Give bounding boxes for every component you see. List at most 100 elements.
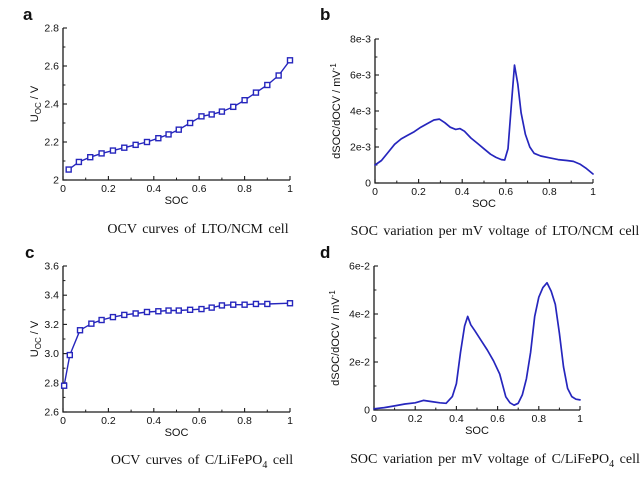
x-tick-label: 0	[371, 413, 377, 425]
x-tick-label: 0.4	[455, 186, 470, 198]
y-tick-label: 6e-2	[349, 261, 370, 273]
data-point-marker	[186, 119, 194, 127]
data-curve	[373, 281, 581, 410]
data-point-marker	[121, 311, 128, 319]
x-tick-label: 0.2	[101, 415, 116, 427]
data-point-marker	[132, 141, 139, 149]
data-point-marker	[286, 300, 294, 307]
data-point-marker	[252, 89, 260, 96]
x-tick-label: 1	[287, 183, 293, 195]
y-tick-label: 2.4	[44, 99, 59, 111]
x-tick-label: 0.6	[192, 183, 207, 195]
caption-text-run: SOC variation per mV voltage of LTO/NCM …	[350, 224, 640, 239]
data-point-marker	[155, 308, 162, 315]
y-tick-label: 2e-2	[349, 357, 370, 369]
chart-d: 0 0.2 0.4 0.6 0.8 1 0 2e-2 4e-2 6e-2 dSOC/dOCV / m…	[328, 261, 583, 438]
chart-a: 0 0.2 0.4 0.6 0.8 1 2 2.2 2.4 2.6 2.8 UOC / V SOC	[29, 23, 294, 207]
panel-letter-a: a	[23, 5, 33, 24]
panel-letter-d: d	[320, 243, 331, 262]
axes-lines	[62, 266, 290, 413]
caption-soc-variation-lto-ncm: SOC variation per mV voltage of LTO/NCM …	[340, 223, 640, 240]
data-point-marker	[264, 300, 271, 308]
x-tick-label: 0.2	[101, 183, 116, 195]
caption-text-run: cell	[267, 453, 294, 468]
caption-ocv-lto-ncm: OCV curves of LTO/NCM cell	[70, 221, 326, 238]
data-point-marker	[65, 166, 72, 173]
data-point-marker	[143, 308, 151, 316]
data-point-marker	[198, 113, 205, 120]
data-point-marker	[208, 304, 215, 311]
data-point-marker	[88, 320, 95, 327]
data-point-marker	[208, 111, 215, 118]
y-axis-label: UOC / V	[29, 85, 43, 122]
x-tick-label: 0.4	[146, 183, 161, 195]
x-tick-label: 0.2	[411, 186, 426, 198]
x-tick-label: 0.6	[498, 186, 513, 198]
y-tick-label: 2	[53, 175, 59, 187]
data-point-marker	[218, 108, 226, 115]
y-tick-label: 2.8	[44, 377, 59, 389]
y-tick-label: 0	[365, 178, 371, 190]
y-axis-label: UOC / V	[29, 320, 43, 357]
data-point-marker	[275, 72, 282, 79]
y-tick-label: 2e-3	[350, 142, 371, 154]
x-axis-label: SOC	[165, 427, 189, 439]
y-tick-label: 0	[364, 405, 370, 417]
data-point-marker	[98, 150, 105, 157]
data-point-marker	[121, 144, 128, 151]
caption-text-run: cell	[614, 452, 640, 467]
y-tick-label: 3.4	[44, 290, 59, 302]
x-tick-label: 0.8	[542, 186, 557, 198]
x-tick-label: 1	[287, 415, 293, 427]
data-point-marker	[218, 302, 226, 309]
x-axis-label: SOC	[472, 198, 496, 210]
data-point-marker	[175, 307, 182, 314]
data-point-marker	[66, 351, 74, 359]
y-tick-label: 2.2	[44, 137, 59, 149]
axes-lines	[374, 39, 593, 184]
x-tick-label: 0.8	[531, 413, 546, 425]
y-tick-label: 3.2	[44, 319, 59, 331]
data-point-marker	[230, 301, 237, 308]
x-tick-label: 0.8	[237, 415, 252, 427]
chart-c: 0 0.2 0.4 0.6 0.8 1 2.6 2.8 3.0 3.2 3.4 3.6 UOC / V S…	[29, 261, 294, 439]
caption-ocv-lifepo4: OCV curves of C/LiFePO4 cell	[74, 452, 330, 474]
x-tick-label: 0	[60, 415, 66, 427]
x-tick-label: 0	[60, 183, 66, 195]
x-axis-label: SOC	[465, 425, 489, 437]
data-point-marker	[109, 313, 117, 321]
caption-soc-variation-lifepo4: SOC variation per mV voltage of C/LiFePO…	[340, 451, 640, 473]
data-point-marker	[175, 126, 182, 133]
y-axis-label: dSOC/dOCV / mV-1	[329, 63, 343, 159]
data-point-marker	[230, 103, 237, 111]
x-tick-label: 0.8	[237, 183, 252, 195]
x-tick-label: 0.6	[490, 413, 505, 425]
caption-text-run: 4	[609, 458, 615, 470]
x-tick-label: 1	[577, 413, 583, 425]
data-point-marker	[98, 316, 105, 324]
caption-text-run: OCV curves of LTO/NCM cell	[107, 222, 289, 237]
caption-text-run: SOC variation per mV voltage of C/LiFePO	[350, 452, 610, 467]
data-point-marker	[165, 307, 172, 314]
data-point-marker	[241, 301, 248, 308]
caption-text-run: 4	[262, 459, 268, 471]
data-point-marker	[252, 300, 260, 308]
chart-b: 0 0.2 0.4 0.6 0.8 1 0 2e-3 4e-3 6e-3 8e-3 dSOC/dOCV…	[329, 34, 596, 211]
axes-lines	[62, 28, 290, 181]
panel-letter-c: c	[25, 243, 35, 262]
data-point-marker	[264, 81, 271, 89]
x-tick-label: 0.4	[449, 413, 464, 425]
y-tick-label: 2.8	[44, 23, 59, 35]
data-point-marker	[109, 147, 117, 154]
y-tick-label: 8e-3	[350, 34, 371, 46]
data-point-marker	[155, 134, 162, 142]
y-axis-label: dSOC/dOCV / mV-1	[328, 290, 342, 386]
data-point-marker	[75, 158, 83, 166]
caption-text-run: OCV curves of C/LiFePO	[110, 453, 263, 468]
x-tick-label: 0.4	[146, 415, 161, 427]
data-point-marker	[76, 327, 84, 334]
x-tick-label: 0.2	[408, 413, 423, 425]
y-tick-label: 4e-2	[349, 309, 370, 321]
